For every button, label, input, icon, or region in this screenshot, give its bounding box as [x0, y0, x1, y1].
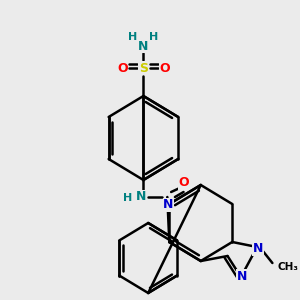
Text: H: H: [128, 32, 137, 42]
Text: O: O: [159, 61, 170, 74]
Text: N: N: [237, 269, 247, 283]
Text: H: H: [149, 32, 159, 42]
Text: H: H: [124, 193, 133, 203]
Text: O: O: [117, 61, 128, 74]
Text: CH₃: CH₃: [277, 262, 298, 272]
Text: S: S: [139, 61, 148, 74]
Text: O: O: [178, 176, 189, 190]
Text: N: N: [136, 190, 147, 203]
Text: N: N: [163, 199, 173, 212]
Text: N: N: [253, 242, 263, 256]
Text: N: N: [138, 40, 148, 52]
